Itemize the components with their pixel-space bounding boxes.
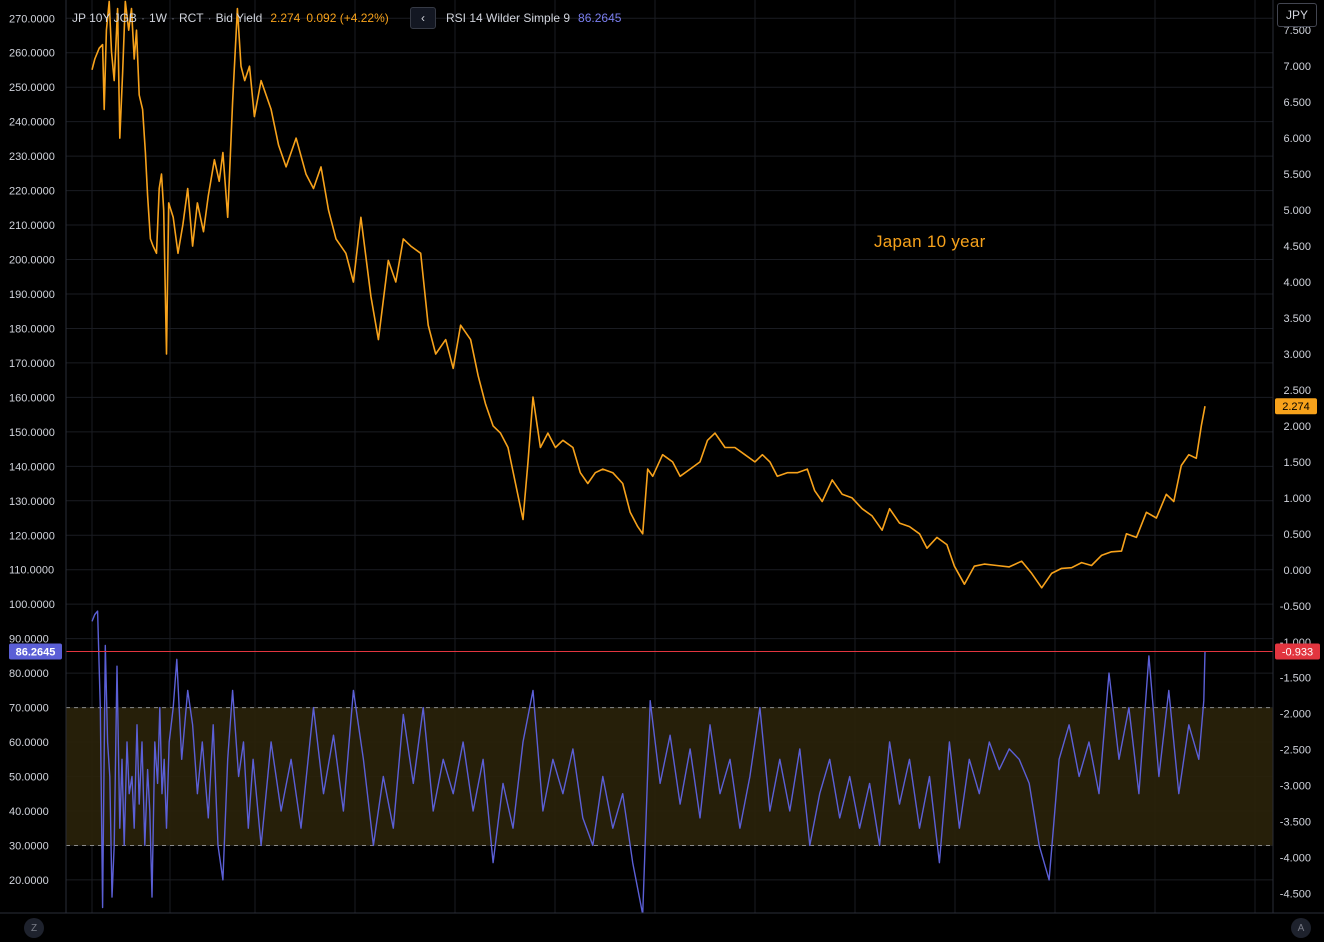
right-axis-tick-label: 7.500 xyxy=(1283,25,1311,37)
left-axis-tick-label: 120.0000 xyxy=(9,530,55,542)
left-axis-tick-label: 50.0000 xyxy=(9,772,49,784)
indicator-legend[interactable]: ‹ RSI 14 Wilder Simple 9 86.2645 xyxy=(410,6,621,30)
cursor-axis-label: -0.933 xyxy=(1282,647,1313,659)
zoom-toggle-button[interactable]: Z xyxy=(24,918,44,938)
left-axis-tick-label: 150.0000 xyxy=(9,427,55,439)
right-axis-tick-label: 0.000 xyxy=(1283,565,1311,577)
left-axis-tick-label: 140.0000 xyxy=(9,461,55,473)
rsi-series-line xyxy=(91,610,1206,916)
left-axis-tick-label: 60.0000 xyxy=(9,737,49,749)
right-axis-tick-label: -1.500 xyxy=(1280,673,1311,685)
right-axis-tick-label: 0.500 xyxy=(1283,529,1311,541)
right-axis-tick-label: 2.500 xyxy=(1283,385,1311,397)
indicator-value: 86.2645 xyxy=(578,11,622,25)
yield-series-line xyxy=(91,0,1206,589)
left-axis-tick-label: 270.0000 xyxy=(9,13,55,25)
right-axis-tick-label: -3.000 xyxy=(1280,781,1311,793)
right-axis-tick-label: 7.000 xyxy=(1283,61,1311,73)
right-axis-tick-label: -2.500 xyxy=(1280,745,1311,757)
right-axis-tick-label: -3.500 xyxy=(1280,817,1311,829)
last-value: 2.274 xyxy=(270,11,301,25)
left-axis-tick-label: 240.0000 xyxy=(9,117,55,129)
rsi-axis-label: 86.2645 xyxy=(16,647,56,659)
left-axis-tick-label: 210.0000 xyxy=(9,220,55,232)
left-axis-tick-label: 250.0000 xyxy=(9,82,55,94)
yield-axis-label: 2.274 xyxy=(1282,401,1310,413)
rsi-band xyxy=(66,707,1273,846)
yield-axis-label-box xyxy=(1275,398,1317,415)
price-type-label: Bid Yield xyxy=(215,11,263,25)
right-axis-tick-label: -4.500 xyxy=(1280,889,1311,901)
indicator-name[interactable]: RSI 14 Wilder Simple 9 xyxy=(446,11,571,25)
time-axis-background xyxy=(0,913,1324,942)
left-axis-tick-label: 230.0000 xyxy=(9,151,55,163)
left-axis-tick-label: 40.0000 xyxy=(9,806,49,818)
interval-label[interactable]: 1W xyxy=(148,11,167,25)
legend-separator: · xyxy=(140,11,145,25)
left-axis-tick-label: 200.0000 xyxy=(9,255,55,267)
symbol-name[interactable]: JP 10Y JGB xyxy=(72,11,137,25)
left-axis-tick-label: 180.0000 xyxy=(9,323,55,335)
left-axis-tick-label: 160.0000 xyxy=(9,392,55,404)
left-axis-tick-label: 80.0000 xyxy=(9,668,49,680)
left-axis-tick-label: 100.0000 xyxy=(9,599,55,611)
left-axis-tick-label: 30.0000 xyxy=(9,840,49,852)
rsi-axis-label-box xyxy=(9,643,62,660)
left-axis: 270.0000 260.0000 250.0000 240.0000 230.0000… xyxy=(9,13,55,887)
chart-annotation[interactable]: Japan 10 year xyxy=(874,232,986,251)
chevron-left-icon: ‹ xyxy=(421,11,425,25)
left-axis-tick-label: 190.0000 xyxy=(9,289,55,301)
right-axis-tick-label: 3.500 xyxy=(1283,313,1311,325)
left-axis-tick-label: 90.0000 xyxy=(9,634,49,646)
right-axis-tick-label: 3.000 xyxy=(1283,349,1311,361)
legend-separator: · xyxy=(170,11,175,25)
right-axis-tick-label: 2.000 xyxy=(1283,421,1311,433)
right-axis-tick-label: 5.000 xyxy=(1283,205,1311,217)
right-axis-tick-label: 1.500 xyxy=(1283,457,1311,469)
source-label: RCT xyxy=(178,11,204,25)
left-axis-tick-label: 170.0000 xyxy=(9,358,55,370)
right-axis-tick-label: 6.500 xyxy=(1283,97,1311,109)
auto-scale-button[interactable]: A xyxy=(1291,918,1311,938)
left-axis-tick-label: 260.0000 xyxy=(9,48,55,60)
collapse-legend-button[interactable]: ‹ xyxy=(410,7,436,29)
left-axis-tick-label: 130.0000 xyxy=(9,496,55,508)
right-axis-tick-label: -0.500 xyxy=(1280,601,1311,613)
right-axis-tick-label: -2.000 xyxy=(1280,709,1311,721)
left-axis-tick-label: 110.0000 xyxy=(9,565,54,577)
right-axis-tick-label: -4.000 xyxy=(1280,853,1311,865)
left-axis-tick-label: 70.0000 xyxy=(9,703,49,715)
left-axis-tick-label: 220.0000 xyxy=(9,186,55,198)
right-axis-tick-label: 4.500 xyxy=(1283,241,1311,253)
currency-button[interactable]: JPY xyxy=(1277,3,1317,27)
left-axis-tick-label: 20.0000 xyxy=(9,875,49,887)
right-axis-tick-label: 5.500 xyxy=(1283,169,1311,181)
right-axis-tick-label: 4.000 xyxy=(1283,277,1311,289)
right-axis-tick-label: 6.000 xyxy=(1283,133,1311,145)
legend-separator: · xyxy=(207,11,212,25)
symbol-legend[interactable]: JP 10Y JGB · 1W · RCT · Bid Yield 2.274 … xyxy=(72,6,389,30)
right-axis-tick-label: 1.000 xyxy=(1283,493,1311,505)
change-value: 0.092 (+4.22%) xyxy=(306,11,389,25)
cursor-axis-label-box xyxy=(1275,643,1320,660)
axis-value-labels: 86.2645 2.274 -0.933 xyxy=(9,398,1320,660)
